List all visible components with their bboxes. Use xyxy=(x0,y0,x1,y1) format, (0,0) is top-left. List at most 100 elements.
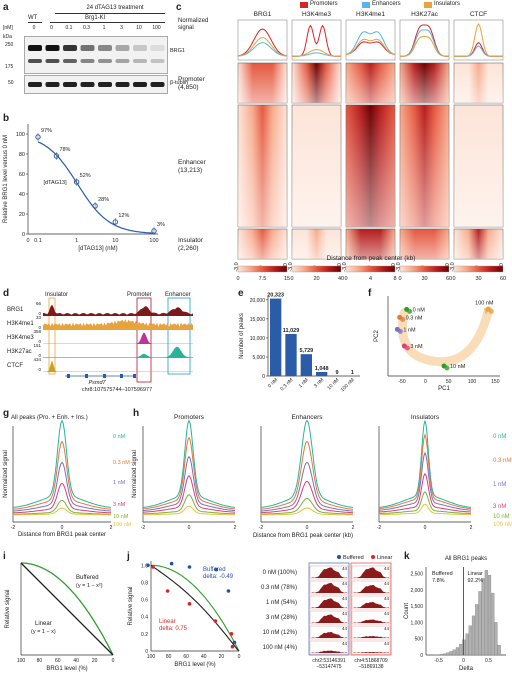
profile-curve xyxy=(237,42,288,57)
track-scale: 44 xyxy=(342,641,348,646)
tick-label-y: 20,000 xyxy=(250,298,266,304)
blot-brg1-band-lower xyxy=(45,59,60,63)
profile-curve xyxy=(345,38,396,55)
tick-label-x: 50 xyxy=(446,379,452,385)
color-scale xyxy=(291,265,342,273)
track-row-label: 3 nM (28%) xyxy=(266,615,297,621)
signal-curve xyxy=(13,507,111,516)
scale-tick: 60 xyxy=(500,276,506,282)
panel-label-e: e xyxy=(238,288,244,299)
blot-tubulin-band xyxy=(63,82,77,87)
track-scale: 44 xyxy=(384,611,390,616)
pca-point-replicate xyxy=(400,316,406,322)
signal-curve xyxy=(13,482,111,514)
data-point xyxy=(151,228,157,234)
heatmap-fade xyxy=(454,229,503,259)
axis-label-x: BRG1 level (%) xyxy=(174,662,215,668)
blot-header: 24 dTAG13 treatment xyxy=(86,5,144,11)
chart-annotation: [dTAG13] xyxy=(44,180,68,186)
profile-ylabel: signal xyxy=(178,25,194,31)
blot-brg1-band xyxy=(28,45,42,51)
tick-label-x: 10 nM xyxy=(326,377,340,391)
color-scale xyxy=(399,265,450,273)
signal-curve xyxy=(143,494,235,515)
signal-curve xyxy=(261,507,353,516)
track-scale: 44 xyxy=(342,611,348,616)
heatmap-fade xyxy=(238,105,287,227)
axis-label-x: Distance from peak center (kb) xyxy=(327,255,416,262)
column-title: BRG1 xyxy=(254,11,272,18)
linear-point xyxy=(229,632,234,636)
signal-curve xyxy=(143,505,235,516)
tick-label-x: 60 xyxy=(183,654,189,660)
hist-bar xyxy=(481,578,485,656)
blot-brg1-band xyxy=(115,45,130,51)
scale-tick: 0 xyxy=(452,276,455,282)
chart-c: NormalizedsignalPromoter(4,850)Enhancer(… xyxy=(178,11,506,282)
tick-label-x: -3.0 xyxy=(288,262,294,271)
track-signal xyxy=(311,598,347,608)
legend-swatch xyxy=(362,2,370,8)
legend-swatch xyxy=(300,2,308,8)
tick-label-x: 0.5 xyxy=(485,658,492,664)
scale-tick: 20 xyxy=(313,276,319,282)
panel-label-k: k xyxy=(404,551,410,562)
linear-delta: delta: 0.75 xyxy=(159,626,188,632)
track-scale: 0 xyxy=(38,311,41,316)
signal-curve xyxy=(378,451,472,511)
bar-value-label: 20,323 xyxy=(267,293,284,299)
blot-tubulin-band xyxy=(28,82,42,87)
locus-coords: chr4:51868709 xyxy=(354,658,388,664)
legend-label: 0.3 nM xyxy=(493,458,511,464)
pca-point-replicate xyxy=(407,308,413,314)
tick-label-x: -3.0 xyxy=(342,262,348,271)
linear-box xyxy=(350,562,392,656)
axis-label-y: Count xyxy=(404,603,410,619)
hist-bar xyxy=(468,625,472,656)
tick-label-y: 0.6 xyxy=(141,598,148,604)
pca-point-replicate xyxy=(397,328,403,334)
tick-label-y: 0 xyxy=(145,649,148,655)
profile-curve xyxy=(400,29,449,57)
tick-label-y: 5,000 xyxy=(252,355,265,361)
blot-brg1-band-lower xyxy=(133,59,147,63)
track-row-label: 0 nM (100%) xyxy=(263,570,297,576)
bar-value-label: 1,048 xyxy=(315,366,329,372)
chart-g: All peaks (Pro. + Enh. + Ins.) Normalized… xyxy=(3,415,132,538)
legend-label: 100 nM xyxy=(113,522,132,528)
tick-label-x: 2 xyxy=(470,525,473,531)
legend-label: 0.3 nM xyxy=(113,460,130,466)
row-label: Insulator xyxy=(178,237,204,244)
blot-brg1-membrane xyxy=(24,36,168,74)
legend-label: Linear xyxy=(377,555,392,561)
linear-eq: (y = 1 − x) xyxy=(31,629,56,635)
track-scale: 44 xyxy=(384,581,390,586)
blot-conc-label: 1 xyxy=(102,25,106,31)
track-signal xyxy=(43,346,193,358)
tick-label-x: 20 xyxy=(219,654,225,660)
signal-curve xyxy=(378,433,472,510)
tick-label-x: 0 xyxy=(306,525,309,531)
tick-label-x: 3 nM xyxy=(313,377,325,389)
buffered-point xyxy=(232,640,237,645)
legend-label: Enhancers xyxy=(372,1,401,7)
trajectory-band xyxy=(398,306,493,367)
blot-kda: kDa xyxy=(3,34,12,40)
heatmap-fade xyxy=(454,63,503,103)
hist-bar xyxy=(439,654,443,656)
signal-curve xyxy=(378,472,472,513)
track-signal xyxy=(353,619,389,623)
profile-curve xyxy=(237,37,288,57)
tick-label-x: 2 xyxy=(110,525,113,531)
blot-brg1-band xyxy=(80,45,95,51)
track-name: BRG1 xyxy=(7,307,24,313)
tick-label-x: 0.3 nM xyxy=(279,377,294,392)
scale-tick: 4 xyxy=(369,276,372,282)
tick-label-x: -50 xyxy=(398,379,405,385)
scale-tick: 7.5 xyxy=(259,276,267,282)
track-frame xyxy=(309,640,349,655)
tick-label-x: 40 xyxy=(201,654,207,660)
track-scale: 358 xyxy=(33,329,41,334)
scale-tick: 30 xyxy=(421,276,427,282)
tick-label-x: 40 xyxy=(73,658,79,664)
